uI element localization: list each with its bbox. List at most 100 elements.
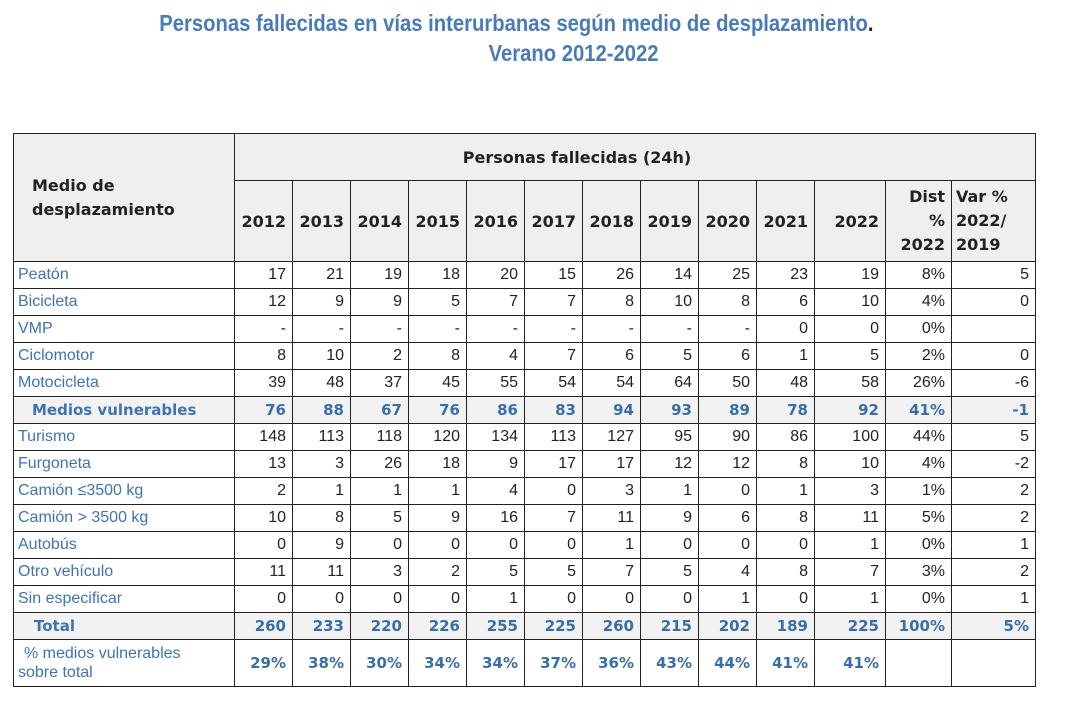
- dist-value: 0%: [921, 536, 945, 553]
- year-header: 2014: [350, 180, 409, 262]
- var-value: -1: [1012, 400, 1029, 419]
- dist-cell: 4%: [885, 450, 952, 478]
- value-2017: 5: [567, 563, 576, 580]
- value-2022: 225: [847, 616, 879, 635]
- cell-value: 7: [466, 288, 525, 316]
- cell-value: 23: [756, 261, 815, 289]
- title-line-2: Verano 2012-2022: [488, 40, 659, 66]
- value-2021: 8: [799, 509, 808, 526]
- value-2019: 43%: [656, 653, 692, 672]
- value-2012: 17: [268, 266, 286, 283]
- var-value: 2: [1020, 563, 1029, 580]
- value-2022: 7: [870, 563, 879, 580]
- super-header: Personas fallecidas (24h): [234, 133, 1036, 181]
- value-2017: 225: [544, 616, 576, 635]
- value-2016: 5: [509, 563, 518, 580]
- cell-value: 45: [408, 369, 467, 397]
- cell-value: 0: [698, 477, 757, 505]
- cell-value: 0: [350, 531, 409, 559]
- cell-value: 1: [466, 585, 525, 613]
- value-2020: 6: [741, 509, 750, 526]
- cell-value: 255: [466, 612, 525, 640]
- cell-value: 225: [814, 612, 886, 640]
- cell-value: 148: [234, 423, 293, 451]
- cell-value: 1: [756, 477, 815, 505]
- value-2019: 64: [674, 374, 692, 391]
- cell-value: 4: [698, 558, 757, 586]
- cell-value: -: [698, 315, 757, 343]
- cell-value: 260: [582, 612, 641, 640]
- var-header-line: 2019: [956, 235, 1001, 254]
- value-2014: 1: [393, 482, 402, 499]
- cell-value: 0: [756, 531, 815, 559]
- row-label-line-2: sobre total: [18, 664, 93, 681]
- cell-value: 5: [466, 558, 525, 586]
- value-2012: 39: [268, 374, 286, 391]
- value-2021: 23: [790, 266, 808, 283]
- value-2018: 26: [616, 266, 634, 283]
- value-2013: 88: [323, 400, 344, 419]
- value-2021: 1: [799, 347, 808, 364]
- dist-cell: [885, 639, 952, 687]
- cell-value: 64: [640, 369, 699, 397]
- year-header: 2017: [524, 180, 583, 262]
- cell-value: 3: [814, 477, 886, 505]
- value-2018: 11: [617, 509, 634, 526]
- row-label: Bicicleta: [13, 288, 235, 316]
- value-2017: 0: [567, 536, 576, 553]
- cell-value: 0: [756, 585, 815, 613]
- var-cell: 2: [951, 477, 1036, 505]
- cell-value: 83: [524, 396, 583, 424]
- cell-value: 113: [524, 423, 583, 451]
- cell-value: 54: [524, 369, 583, 397]
- dist-value: 5%: [921, 509, 945, 526]
- cell-value: 12: [698, 450, 757, 478]
- cell-value: 95: [640, 423, 699, 451]
- row-label: Total: [13, 612, 235, 640]
- var-cell: -1: [951, 396, 1036, 424]
- cell-value: 5: [350, 504, 409, 532]
- value-2012: 2: [277, 482, 286, 499]
- cell-value: 10: [814, 288, 886, 316]
- cell-value: 10: [640, 288, 699, 316]
- cell-value: 1: [698, 585, 757, 613]
- row-label: Turismo: [13, 423, 235, 451]
- var-cell: 5: [951, 423, 1036, 451]
- cell-value: 37: [350, 369, 409, 397]
- cell-value: 225: [524, 612, 583, 640]
- cell-value: 18: [408, 450, 467, 478]
- value-2022: 11: [862, 509, 879, 526]
- cell-value: 29%: [234, 639, 293, 687]
- var-value: 1: [1020, 590, 1029, 607]
- dist-value: 41%: [909, 400, 945, 419]
- value-2013: 113: [318, 428, 344, 445]
- var-cell: -2: [951, 450, 1036, 478]
- cell-value: 5: [524, 558, 583, 586]
- cell-value: 90: [698, 423, 757, 451]
- value-2020: 89: [729, 400, 750, 419]
- header-row-years: 2012 2013 2014 2015 2016 2017 2018 2019 2020 2021…: [14, 180, 1036, 262]
- cell-value: 3: [350, 558, 409, 586]
- value-2021: 1: [799, 482, 808, 499]
- row-label: Camión > 3500 kg: [13, 504, 235, 532]
- var-value: 5%: [1003, 616, 1029, 635]
- cell-value: 220: [350, 612, 409, 640]
- value-2013: 8: [335, 509, 344, 526]
- cell-value: 0: [756, 315, 815, 343]
- cell-value: 58: [814, 369, 886, 397]
- cell-value: 43%: [640, 639, 699, 687]
- value-2014: 9: [393, 293, 402, 310]
- row-label: Medios vulnerables: [13, 396, 235, 424]
- cell-value: 34%: [466, 639, 525, 687]
- value-2019: 215: [660, 616, 692, 635]
- cell-value: 48: [756, 369, 815, 397]
- cell-value: 6: [582, 342, 641, 370]
- cell-value: 17: [234, 261, 293, 289]
- table-row: Furgoneta 13 3 26 18 9 17 17 12 12 8 10 4% -2: [13, 450, 1036, 478]
- pct-vulnerable-row: % medios vulnerables sobre total 29% 38% 30%…: [13, 639, 1036, 687]
- cell-value: 0: [524, 531, 583, 559]
- value-2018: 127: [607, 428, 634, 445]
- var-cell: [951, 639, 1036, 687]
- dist-value: 2%: [921, 347, 945, 364]
- cell-value: -: [466, 315, 525, 343]
